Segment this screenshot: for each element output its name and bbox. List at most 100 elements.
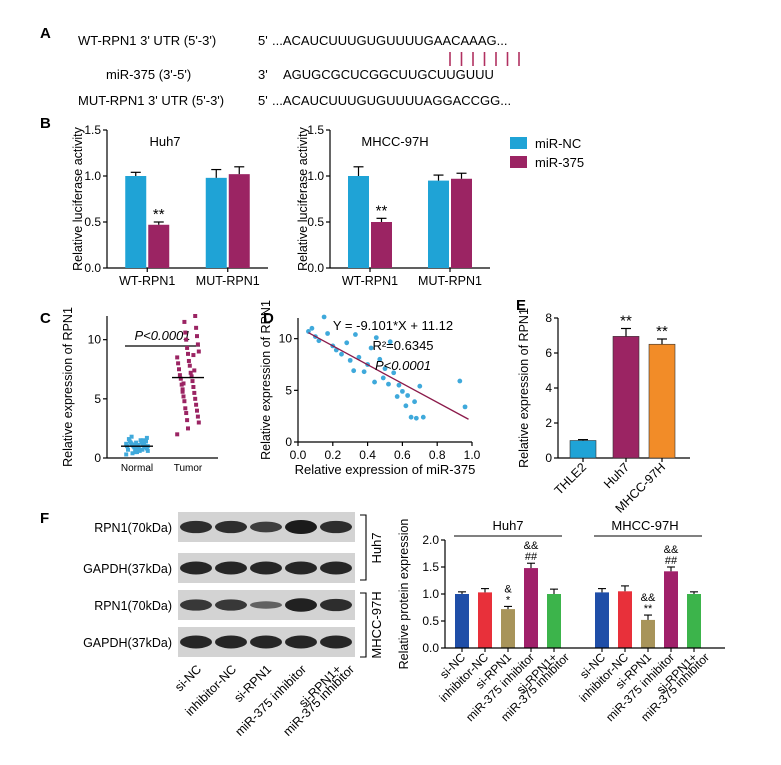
significance-mark: ** [153,206,165,223]
data-point [126,437,131,442]
data-point [457,378,463,384]
bar [547,594,561,648]
mut-prefix: 5' [258,93,268,108]
y-axis-label: Relative protein expression [397,519,411,670]
regression-line [308,332,469,420]
bar [612,336,640,459]
chart-title: Huh7 [149,134,180,149]
y-tick-label: 5 [285,383,292,397]
cell-line-label: MHCC-97H [369,591,384,658]
panel-a-sequences: WT-RPN1 3' UTR (5'-3') 5' ...ACAUCUUUGUG… [78,33,520,108]
data-point [185,345,190,350]
y-tick-label: 1.5 [84,123,101,137]
y-tick-label: 0.0 [307,261,324,275]
y-tick-label: 2.0 [422,533,439,547]
blot-band [215,599,247,611]
data-point [394,394,400,399]
panel-label-b: B [40,115,51,132]
data-point [195,414,200,419]
data-point [145,448,150,453]
bar [205,177,227,268]
blot-band [215,635,247,649]
panel-label-d: D [263,310,274,327]
data-point [377,356,383,362]
data-point [196,349,201,354]
blot-band [285,520,317,534]
significance-mark: ** [656,323,668,340]
chart-title: MHCC-97H [361,134,428,149]
data-point [194,402,199,407]
bar [455,594,469,648]
significance-mark: * [506,594,511,606]
y-tick-label: 5 [94,392,101,406]
blot-row-label: RPN1(70kDa) [94,521,172,535]
lane-label: si-NC [172,662,204,694]
data-point [142,441,147,446]
data-point [186,351,190,356]
data-point [353,332,358,337]
blot-band [180,599,212,611]
y-tick-label: 0.0 [422,641,439,655]
data-point [180,387,185,392]
data-point [130,451,135,456]
data-point [137,448,142,453]
data-point [176,361,181,366]
x-tick-label: MUT-RPN1 [418,274,482,288]
data-point [391,370,397,376]
y-axis-label: Relative luciferase activity [71,126,85,271]
data-point [139,440,144,445]
bar [648,343,676,459]
blot-band [180,561,212,575]
blot-band [250,521,282,533]
significance-mark: & [504,583,512,595]
data-point [403,403,409,409]
bar [664,571,678,648]
x-tick-label: 0.8 [429,448,446,462]
data-point [184,411,189,416]
data-point [417,383,423,389]
data-point [405,393,411,398]
data-point [181,381,186,386]
blot-band [180,520,212,534]
data-point [187,363,192,368]
y-axis-label: Relative luciferase activity [296,126,310,271]
data-point [135,442,140,447]
data-point [177,367,181,372]
chart-e: 0 2 4 6 8 Relative expression of RPN1 THLE2 ** H… [517,308,690,516]
p-value-text: P<0.0001 [375,358,431,373]
data-point [351,368,357,374]
data-point [193,396,198,401]
data-point [190,379,195,384]
legend-b: miR-NC miR-375 [510,136,584,170]
p-value-text: P<0.0001 [134,328,190,343]
cell-line-label: Huh7 [369,532,384,563]
chart-f-huh7: Huh7si-NCinhibitor-NC&*si-RPN1&&##miR-37… [436,518,572,724]
data-point [347,357,353,363]
chart-f-mhcc: MHCC-97Hsi-NCinhibitor-NC&&**si-RPN1&&##… [576,518,712,724]
data-point [131,442,136,447]
y-tick-label: 2 [545,416,552,430]
data-point [382,366,388,372]
x-tick-label: Normal [121,463,153,474]
y-tick-label: 1.0 [307,169,324,183]
bar [569,440,597,459]
x-tick-label: 1.0 [464,448,481,462]
data-point [124,441,129,446]
bar [371,222,392,268]
blot-band [215,561,247,575]
data-point [178,376,183,381]
y-tick-label: 1.5 [422,560,439,574]
blot-band [320,520,352,534]
chart-d: 0 5 10 Relative expression of RPN1 0.0 0.2 0.4… [259,300,481,477]
data-point [193,314,198,318]
x-tick-label: 0.4 [359,448,376,462]
y-tick-label: 0 [94,451,101,465]
mir-prefix: 3' [258,67,268,82]
y-tick-label: 1.5 [307,123,324,137]
data-point [372,379,377,385]
mut-label: MUT-RPN1 3' UTR (5'-3') [78,93,224,108]
y-axis-label: Relative expression of RPN1 [259,300,273,460]
chart-title: Huh7 [492,518,523,533]
